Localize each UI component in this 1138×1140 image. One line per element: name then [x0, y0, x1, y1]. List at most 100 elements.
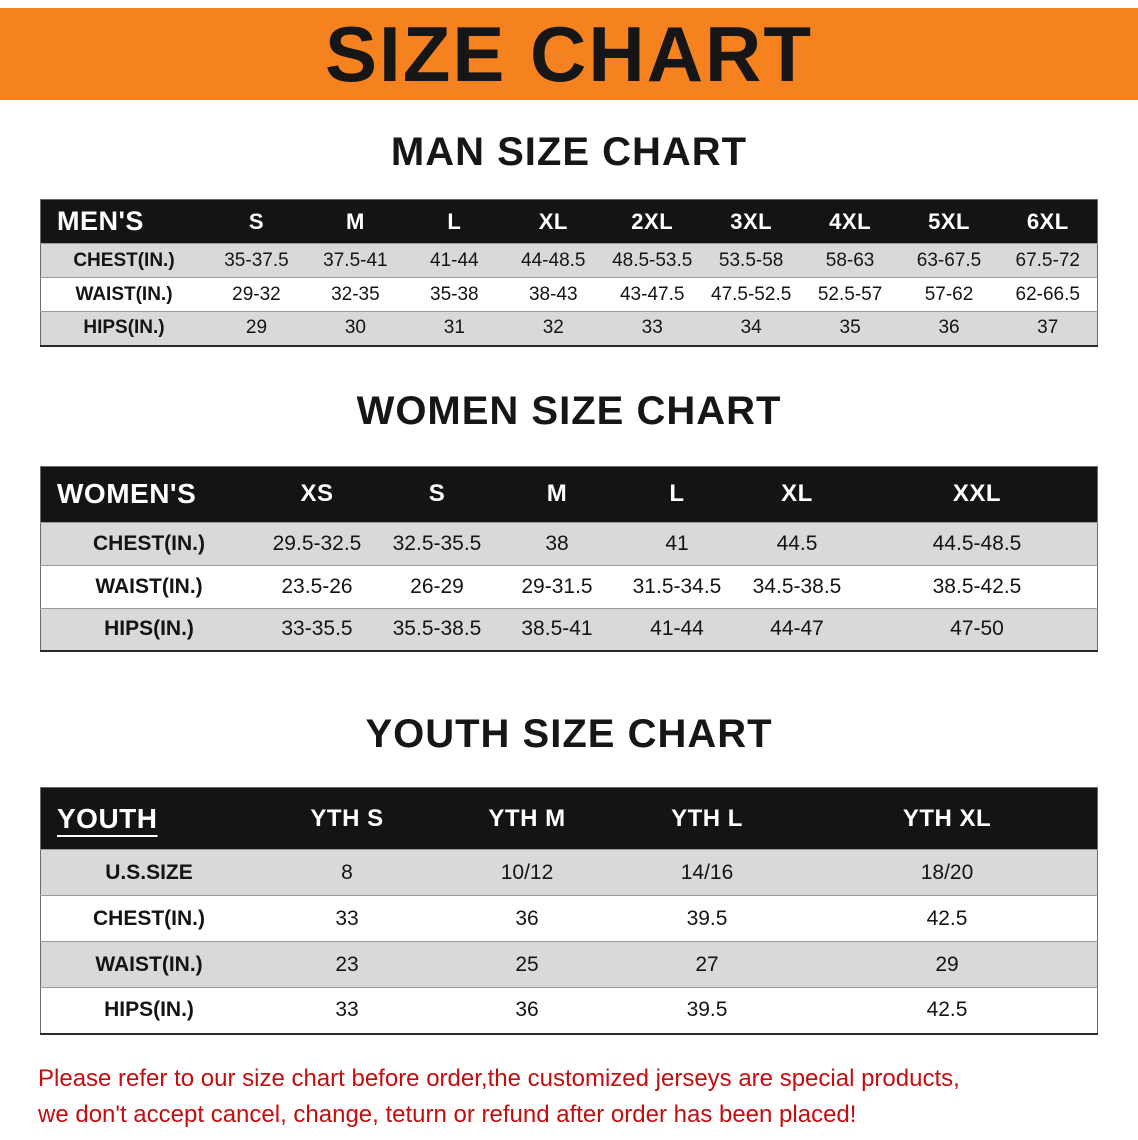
- value-cell: 30: [344, 317, 366, 339]
- man-size-chart-heading: MAN SIZE CHART: [390, 130, 748, 174]
- value-cell: 10/12: [500, 860, 554, 884]
- value-cell: 29.5-32.5: [272, 531, 362, 555]
- size-header-cell: M: [546, 480, 568, 507]
- size-header-cell: 2XL: [631, 208, 674, 234]
- value-cell: 44-47: [770, 617, 824, 641]
- disclaimer-line-1: Please refer to our size chart before or…: [38, 1064, 960, 1092]
- value-cell: 25: [515, 952, 539, 976]
- row-label-cell: HIPS(IN.): [83, 317, 165, 339]
- value-cell: 29-32: [232, 283, 281, 305]
- value-cell: 36: [515, 906, 539, 930]
- value-cell: 44.5: [776, 531, 818, 555]
- value-cell: 38-43: [528, 283, 578, 305]
- value-cell: 43-47.5: [619, 283, 685, 305]
- table-title-cell: YOUTH: [57, 802, 158, 834]
- size-header-cell: XL: [781, 480, 813, 507]
- row-label-cell: HIPS(IN.): [104, 998, 194, 1022]
- value-cell: 63-67.5: [916, 249, 982, 271]
- table-row: WAIST(IN.) 23 25 27 29: [40, 941, 1098, 988]
- row-label-cell: HIPS(IN.): [104, 617, 194, 641]
- value-cell: 41: [665, 531, 689, 555]
- table-title-cell: MEN'S: [57, 206, 144, 236]
- value-cell: 38.5-42.5: [932, 574, 1022, 598]
- value-cell: 38.5-41: [521, 617, 593, 641]
- value-cell: 37: [1037, 317, 1059, 339]
- value-cell: 47.5-52.5: [711, 283, 792, 305]
- value-cell: 38: [545, 531, 569, 555]
- value-cell: 35-38: [430, 283, 479, 305]
- value-cell: 39.5: [686, 998, 728, 1022]
- value-cell: 26-29: [410, 574, 464, 598]
- size-header-cell: M: [345, 208, 365, 234]
- table-row: HIPS(IN.) 29 30 31 32 33 34 35 36 37: [40, 311, 1098, 346]
- value-cell: 32-35: [331, 283, 380, 305]
- value-cell: 29: [245, 317, 268, 339]
- value-cell: 42.5: [926, 998, 968, 1022]
- size-header-cell: YTH M: [488, 804, 566, 832]
- size-header-cell: S: [248, 208, 265, 234]
- value-cell: 35-37.5: [224, 249, 289, 271]
- value-cell: 27: [695, 952, 719, 976]
- value-cell: 41-44: [650, 617, 704, 641]
- size-header-cell: YTH S: [310, 804, 384, 832]
- row-label-cell: U.S.SIZE: [105, 860, 193, 884]
- size-header-cell: XL: [538, 208, 568, 234]
- table-row: WAIST(IN.) 23.5-26 26-29 29-31.5 31.5-34.5 34…: [40, 565, 1098, 608]
- table-row: HIPS(IN.) 33-35.5 35.5-38.5 38.5-41 41-44 44-…: [40, 608, 1098, 651]
- value-cell: 62-66.5: [1015, 283, 1080, 305]
- value-cell: 8: [341, 860, 353, 884]
- size-header-cell: S: [428, 480, 446, 507]
- header-row: WOMEN'S XS S M L XL XXL: [40, 466, 1098, 522]
- row-label-cell: CHEST(IN.): [93, 906, 205, 930]
- size-header-cell: 3XL: [730, 208, 773, 234]
- size-chart-banner: SIZE CHART: [0, 8, 1138, 100]
- table-row: CHEST(IN.) 35-37.5 37.5-41 41-44 44-48.5 48.5…: [40, 243, 1098, 278]
- size-header-cell: 4XL: [829, 208, 872, 234]
- size-chart-title: SIZE CHART: [325, 10, 813, 98]
- value-cell: 36: [938, 317, 960, 339]
- size-header-cell: L: [669, 480, 685, 507]
- value-cell: 33: [335, 998, 359, 1022]
- man-size-chart-section: MAN SIZE CHART MEN'S S M L XL 2XL 3XL 4XL 5XL 6XL…: [0, 130, 1138, 347]
- women-size-chart-section: WOMEN SIZE CHART WOMEN'S XS S M L XL XXL CHEST(…: [0, 388, 1138, 652]
- value-cell: 33: [641, 317, 663, 339]
- row-label-cell: WAIST(IN.): [95, 574, 203, 598]
- value-cell: 44-48.5: [521, 249, 586, 271]
- size-header-cell: 6XL: [1026, 208, 1069, 234]
- value-cell: 18/20: [920, 860, 974, 884]
- row-label-cell: WAIST(IN.): [75, 283, 173, 305]
- value-cell: 41-44: [430, 249, 479, 271]
- value-cell: 42.5: [926, 906, 968, 930]
- header-row: YOUTH YTH S YTH M YTH L YTH XL: [40, 787, 1098, 850]
- value-cell: 37.5-41: [323, 249, 388, 271]
- women-size-chart-heading: WOMEN SIZE CHART: [356, 388, 782, 433]
- value-cell: 39.5: [686, 906, 728, 930]
- row-label-cell: WAIST(IN.): [95, 952, 203, 976]
- value-cell: 14/16: [680, 860, 734, 884]
- size-header-cell: XS: [300, 480, 334, 507]
- value-cell: 44.5-48.5: [932, 531, 1022, 555]
- women-size-table: WOMEN'S XS S M L XL XXL CHEST(IN.) 29.5-32.5 32.5…: [40, 465, 1098, 652]
- size-header-cell: YTH XL: [902, 804, 992, 832]
- disclaimer-line-2: we don't accept cancel, change, teturn o…: [38, 1100, 857, 1128]
- row-label-cell: CHEST(IN.): [93, 531, 205, 555]
- table-title-cell: WOMEN'S: [57, 478, 197, 509]
- value-cell: 53.5-58: [718, 249, 784, 271]
- value-cell: 57-62: [924, 283, 974, 305]
- value-cell: 36: [515, 998, 539, 1022]
- disclaimer: Please refer to our size chart before or…: [38, 1061, 1100, 1133]
- value-cell: 47-50: [950, 617, 1004, 641]
- value-cell: 52.5-57: [817, 283, 883, 305]
- header-row: MEN'S S M L XL 2XL 3XL 4XL 5XL 6XL: [40, 199, 1098, 244]
- value-cell: 23: [335, 952, 359, 976]
- men-size-table: MEN'S S M L XL 2XL 3XL 4XL 5XL 6XL CHEST(IN.) 35-37…: [40, 199, 1098, 347]
- value-cell: 31: [443, 317, 465, 339]
- value-cell: 34.5-38.5: [752, 574, 842, 598]
- youth-size-chart-section: YOUTH SIZE CHART YOUTH YTH S YTH M YTH L YTH…: [0, 712, 1138, 1035]
- value-cell: 48.5-53.5: [612, 249, 693, 271]
- youth-size-table: YOUTH YTH S YTH M YTH L YTH XL U.S.SIZE 8 10/12…: [40, 787, 1098, 1035]
- value-cell: 33-35.5: [281, 617, 353, 641]
- value-cell: 32.5-35.5: [392, 531, 482, 555]
- table-row: U.S.SIZE 8 10/12 14/16 18/20: [40, 849, 1098, 896]
- value-cell: 29-31.5: [521, 574, 593, 598]
